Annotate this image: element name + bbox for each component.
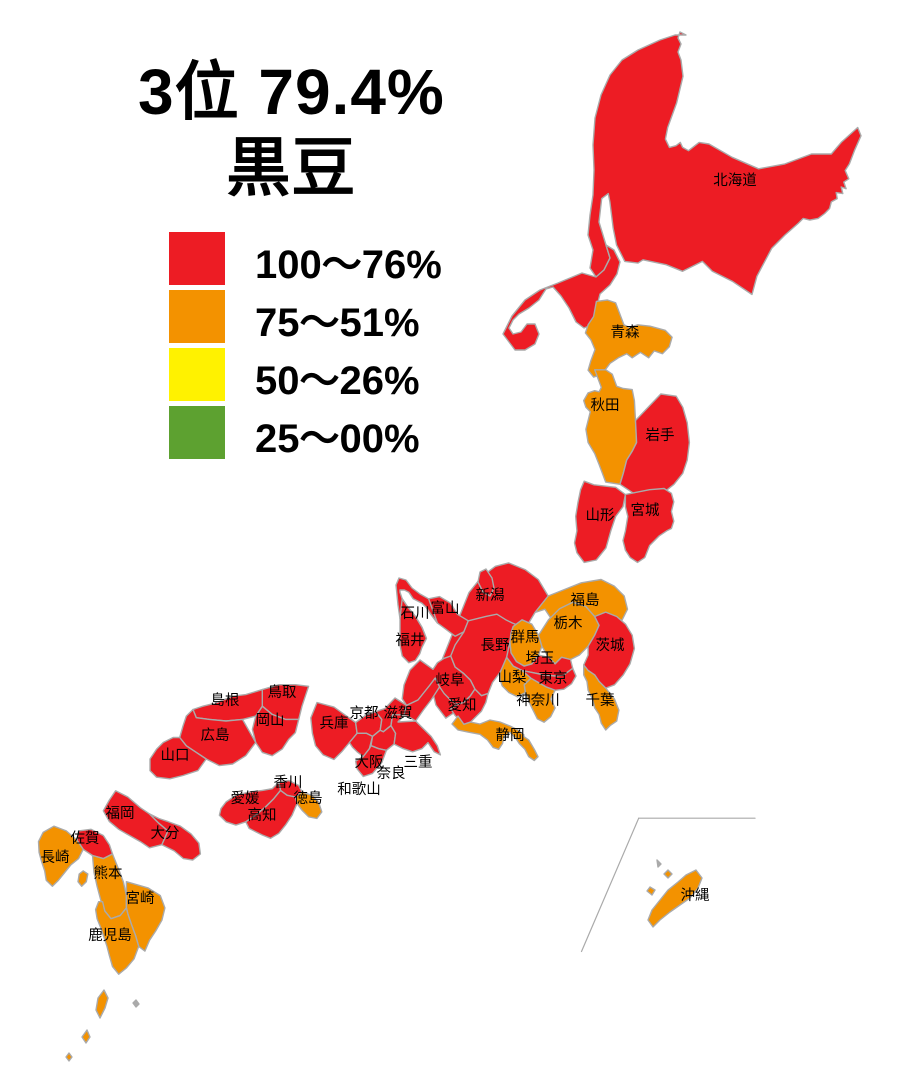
svg-text:山形: 山形 (586, 507, 615, 524)
svg-text:石川: 石川 (401, 606, 430, 622)
svg-text:熊本: 熊本 (94, 865, 123, 882)
svg-text:島根: 島根 (211, 692, 240, 709)
svg-text:埼玉: 埼玉 (526, 650, 555, 667)
svg-text:沖縄: 沖縄 (681, 887, 710, 904)
svg-text:岩手: 岩手 (646, 427, 675, 444)
svg-text:千葉: 千葉 (586, 692, 615, 709)
svg-text:宮崎: 宮崎 (126, 890, 155, 907)
svg-text:滋賀: 滋賀 (384, 705, 413, 722)
svg-text:三重: 三重 (404, 754, 433, 771)
svg-text:長崎: 長崎 (41, 849, 70, 866)
svg-text:東京: 東京 (539, 670, 568, 687)
svg-text:秋田: 秋田 (591, 397, 620, 414)
svg-text:富山: 富山 (431, 599, 460, 617)
svg-text:茨城: 茨城 (596, 637, 625, 654)
svg-text:栃木: 栃木 (554, 615, 583, 632)
svg-text:福島: 福島 (571, 592, 600, 609)
svg-text:兵庫: 兵庫 (320, 715, 349, 732)
svg-text:京都: 京都 (350, 705, 379, 722)
svg-text:徳島: 徳島 (294, 790, 323, 807)
svg-text:宮城: 宮城 (631, 502, 660, 519)
svg-text:岐阜: 岐阜 (436, 672, 465, 689)
svg-text:大分: 大分 (151, 825, 180, 842)
svg-text:鹿児島: 鹿児島 (88, 927, 132, 944)
svg-text:愛媛: 愛媛 (231, 790, 260, 807)
svg-text:鳥取: 鳥取 (268, 684, 297, 701)
svg-text:山梨: 山梨 (498, 669, 527, 686)
svg-text:群馬: 群馬 (511, 629, 540, 646)
svg-text:福岡: 福岡 (106, 805, 135, 822)
svg-text:静岡: 静岡 (496, 727, 525, 744)
svg-text:和歌山: 和歌山 (337, 781, 381, 798)
svg-text:新潟: 新潟 (476, 587, 505, 604)
svg-text:長野: 長野 (481, 637, 510, 654)
svg-text:奈良: 奈良 (377, 765, 406, 782)
svg-text:神奈川: 神奈川 (516, 692, 560, 709)
svg-text:香川: 香川 (274, 774, 303, 791)
svg-text:岡山: 岡山 (256, 712, 285, 729)
svg-text:北海道: 北海道 (713, 172, 757, 189)
svg-text:福井: 福井 (396, 632, 425, 649)
svg-text:佐賀: 佐賀 (71, 830, 100, 847)
svg-text:高知: 高知 (248, 807, 277, 824)
svg-text:愛知: 愛知 (448, 697, 477, 714)
svg-text:広島: 広島 (201, 727, 230, 744)
svg-text:山口: 山口 (161, 747, 190, 764)
svg-text:青森: 青森 (611, 324, 640, 341)
